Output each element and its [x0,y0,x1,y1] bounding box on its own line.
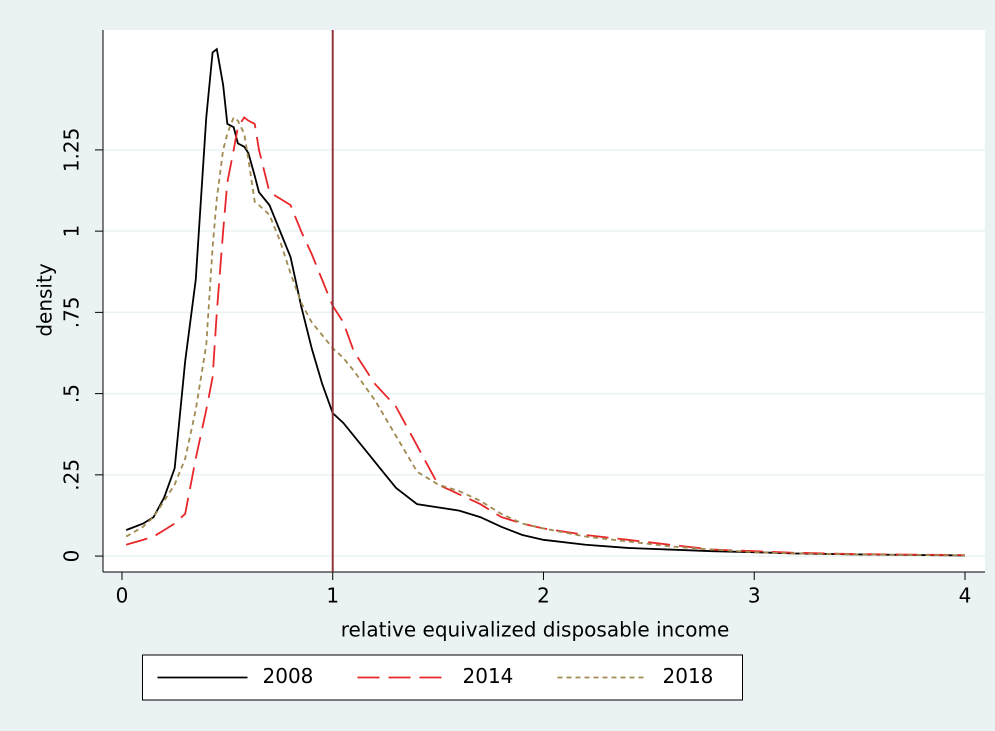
y-tick-label: 0 [60,550,84,563]
x-tick-label: 1 [326,584,339,608]
x-tick-label: 3 [748,584,761,608]
legend-label: 2018 [663,664,714,688]
density-line [125,47,965,557]
x-tick-label: 0 [116,584,129,608]
x-axis-label: relative equivalized disposable income [341,618,730,642]
density-line [125,115,965,557]
x-tick-label: 4 [959,584,972,608]
y-tick-label: .25 [60,459,84,491]
y-tick-label: .75 [60,296,84,328]
y-tick-label: 1 [60,225,84,238]
legend-label: 2008 [263,664,314,688]
x-tick-label: 2 [537,584,550,608]
y-tick-label: 1.25 [60,128,84,173]
y-axis-label: density [33,263,57,336]
legend-label: 2014 [463,664,514,688]
plot-area [103,30,985,572]
y-tick-label: .5 [60,384,84,403]
